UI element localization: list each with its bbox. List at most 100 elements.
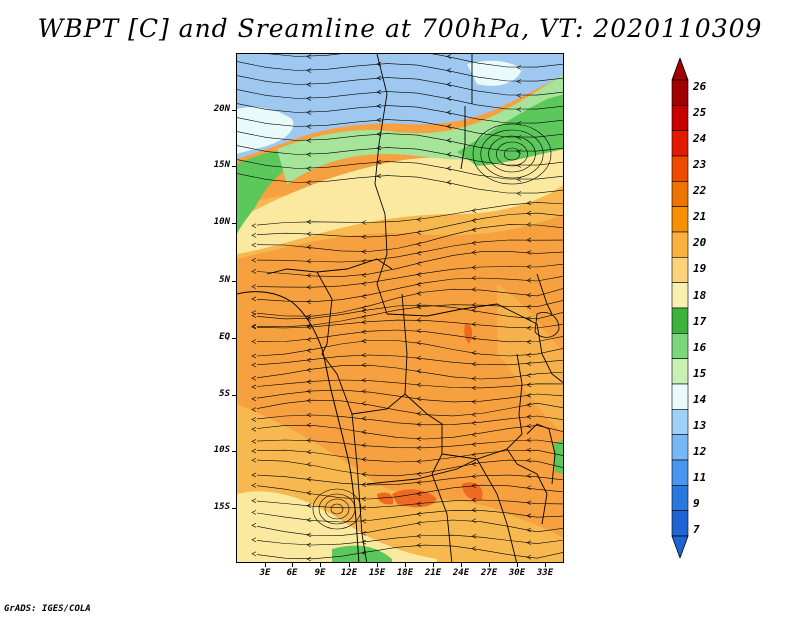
streamline-arrow (306, 337, 312, 342)
streamline-arrow (471, 302, 477, 308)
streamline-arrow (361, 457, 367, 462)
latitude-label: 5N (219, 275, 230, 285)
streamline (237, 103, 563, 124)
streamline-arrow (306, 449, 312, 455)
streamline-arrow (471, 420, 477, 426)
streamline-arrow (471, 335, 477, 341)
streamline-arrow (526, 316, 532, 321)
streamline-arrow (361, 305, 367, 310)
streamline-arrow (361, 389, 367, 394)
streamline-arrow (526, 211, 532, 216)
streamline (256, 354, 563, 366)
streamline-arrow (416, 533, 422, 539)
streamline-arrow (416, 471, 422, 477)
latitude-tick (232, 223, 236, 224)
streamline-arrow (516, 177, 522, 182)
streamline-vortex (480, 129, 544, 179)
streamline (237, 159, 563, 180)
streamline (256, 399, 563, 417)
streamline-arrow (251, 233, 257, 238)
colorbar-label: 23 (693, 158, 707, 171)
colorbar-segment (671, 181, 689, 207)
streamline-arrow (526, 264, 532, 270)
streamline-arrow (471, 376, 477, 381)
streamline-arrow (306, 316, 312, 321)
streamline-arrow (526, 554, 532, 560)
wbpt-field-pale-yellow-south (237, 491, 437, 562)
streamline-arrow (471, 361, 477, 367)
streamline (256, 425, 563, 440)
streamline-arrow (471, 385, 477, 391)
streamline-vortex (324, 498, 350, 520)
streamline-arrow (361, 314, 367, 320)
streamline-arrow (416, 250, 422, 256)
streamline-arrow (526, 393, 532, 398)
streamline-arrow (416, 340, 422, 346)
streamline-arrow (306, 379, 312, 385)
streamline (237, 131, 563, 152)
streamline-arrow (306, 438, 312, 443)
longitude-label: 18E (396, 568, 414, 578)
streamline-arrow (376, 131, 382, 137)
streamline-arrow (416, 304, 422, 310)
streamline (256, 251, 563, 277)
streamline-arrow (306, 110, 312, 115)
streamline-arrow (361, 531, 367, 536)
streamline-arrow (251, 448, 257, 454)
streamline-arrow (306, 258, 312, 264)
longitude-tick (349, 563, 350, 567)
longitude-label: 24E (452, 568, 470, 578)
streamline-arrow (376, 159, 382, 165)
streamline (237, 117, 563, 138)
streamline-arrow (471, 483, 477, 488)
streamline-arrow (446, 82, 452, 87)
streamline-arrow (306, 532, 312, 538)
colorbar-label: 25 (693, 106, 707, 119)
streamline-arrow (446, 138, 452, 143)
streamline-arrow (416, 480, 422, 485)
streamline-arrow (446, 152, 452, 157)
streamline-arrow (361, 234, 367, 240)
streamline-arrow (416, 396, 422, 402)
streamline-arrow (526, 540, 532, 545)
streamline-arrow (416, 261, 422, 266)
map-canvas (237, 54, 563, 562)
colorbar (671, 58, 689, 558)
streamline-arrow (526, 447, 532, 453)
streamline (237, 173, 563, 194)
colorbar-segment (671, 155, 689, 182)
streamline-arrow (306, 231, 312, 237)
streamline-arrow (251, 258, 257, 263)
streamline-arrow (526, 278, 532, 283)
longitude-label: 12E (340, 568, 358, 578)
streamline-arrow (416, 511, 422, 517)
streamline-arrow (526, 414, 532, 420)
streamline-arrow (471, 461, 477, 467)
colorbar-label: 20 (693, 236, 707, 249)
colorbar-segment (671, 231, 689, 258)
streamline-arrow (306, 54, 312, 59)
streamline-arrow (361, 429, 367, 435)
streamline-arrow (416, 230, 422, 235)
latitude-label: 5S (219, 389, 230, 399)
colorbar-label: 26 (693, 80, 707, 93)
streamline-arrow (416, 291, 422, 296)
streamline-arrow (471, 399, 477, 405)
latitude-label: 15S (213, 502, 230, 512)
colorbar-segment (671, 257, 689, 283)
streamline-arrow (526, 437, 532, 443)
streamline-arrow (416, 241, 422, 247)
longitude-tick (405, 563, 406, 567)
streamline-arrow (416, 445, 422, 451)
streamline-arrow (526, 250, 532, 255)
colorbar-label: 24 (693, 132, 707, 145)
streamline (237, 89, 563, 110)
streamline-arrow (251, 324, 257, 330)
streamline-arrow (471, 227, 477, 232)
streamline-arrow (306, 476, 312, 482)
streamline-arrow (516, 79, 522, 84)
streamline-arrow (306, 219, 312, 225)
latitude-label: 15N (213, 160, 230, 170)
streamline-arrow (251, 296, 257, 302)
streamline-vortex (318, 493, 356, 525)
